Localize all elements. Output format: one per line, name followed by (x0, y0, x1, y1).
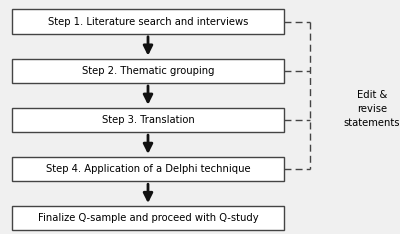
FancyBboxPatch shape (12, 9, 284, 34)
FancyBboxPatch shape (12, 58, 284, 83)
Text: Finalize Q-sample and proceed with Q-study: Finalize Q-sample and proceed with Q-stu… (38, 213, 258, 223)
FancyBboxPatch shape (12, 108, 284, 132)
Text: Step 4. Application of a Delphi technique: Step 4. Application of a Delphi techniqu… (46, 164, 250, 174)
Text: Edit &
revise
statements: Edit & revise statements (344, 90, 400, 128)
Text: Step 2. Thematic grouping: Step 2. Thematic grouping (82, 66, 214, 76)
Text: Step 3. Translation: Step 3. Translation (102, 115, 194, 125)
FancyBboxPatch shape (12, 157, 284, 181)
Text: Step 1. Literature search and interviews: Step 1. Literature search and interviews (48, 17, 248, 27)
FancyBboxPatch shape (12, 206, 284, 230)
